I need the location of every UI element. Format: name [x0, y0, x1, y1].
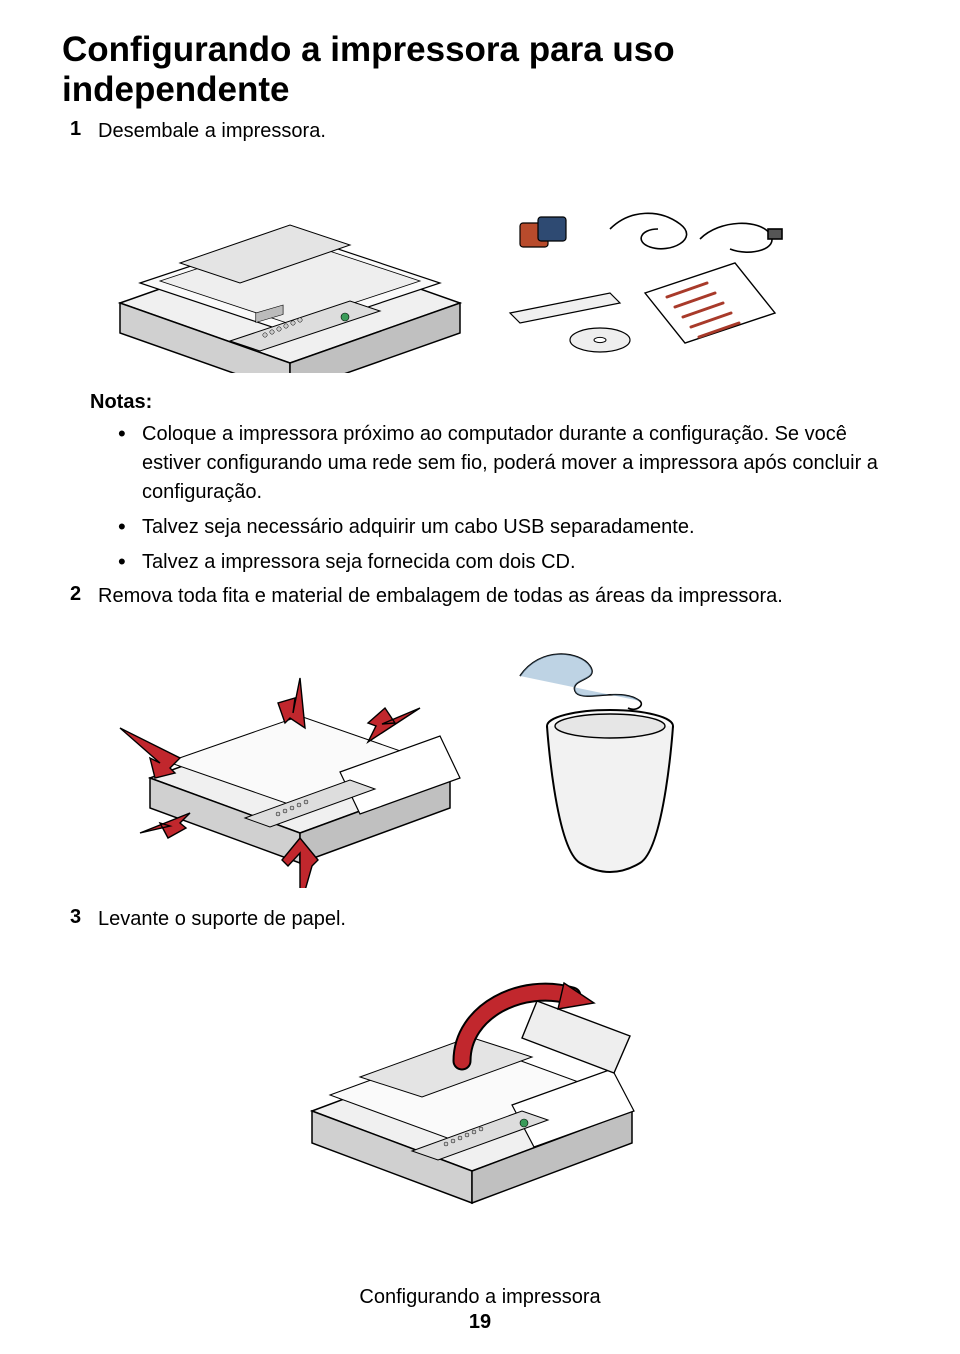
- note-item: Coloque a impressora próximo ao computad…: [118, 420, 898, 507]
- illustration-remove-tape: [90, 628, 898, 888]
- lift-support-illustration: [282, 951, 662, 1211]
- notes-list: Coloque a impressora próximo ao computad…: [118, 420, 898, 577]
- page-title: Configurando a impressora para uso indep…: [62, 30, 898, 110]
- notes-label: Notas:: [90, 391, 898, 414]
- footer-section: Configurando a impressora: [0, 1286, 960, 1309]
- footer-page-number: 19: [0, 1311, 960, 1334]
- step-3-number: 3: [70, 906, 98, 933]
- step-1-number: 1: [70, 118, 98, 145]
- step-2: 2 Remova toda fita e material de embalag…: [70, 583, 898, 610]
- printer-contents-illustration: [90, 163, 790, 373]
- page-footer: Configurando a impressora 19: [0, 1286, 960, 1334]
- step-2-number: 2: [70, 583, 98, 610]
- remove-tape-illustration: [90, 628, 730, 888]
- step-2-text: Remova toda fita e material de embalagem…: [98, 583, 783, 610]
- step-3-text: Levante o suporte de papel.: [98, 906, 346, 933]
- step-3: 3 Levante o suporte de papel.: [70, 906, 898, 933]
- illustration-lift-support: [282, 951, 898, 1211]
- step-1-text: Desembale a impressora.: [98, 118, 326, 145]
- illustration-unbox: [90, 163, 898, 373]
- note-item: Talvez a impressora seja fornecida com d…: [118, 548, 898, 577]
- step-1: 1 Desembale a impressora.: [70, 118, 898, 145]
- note-item: Talvez seja necessário adquirir um cabo …: [118, 513, 898, 542]
